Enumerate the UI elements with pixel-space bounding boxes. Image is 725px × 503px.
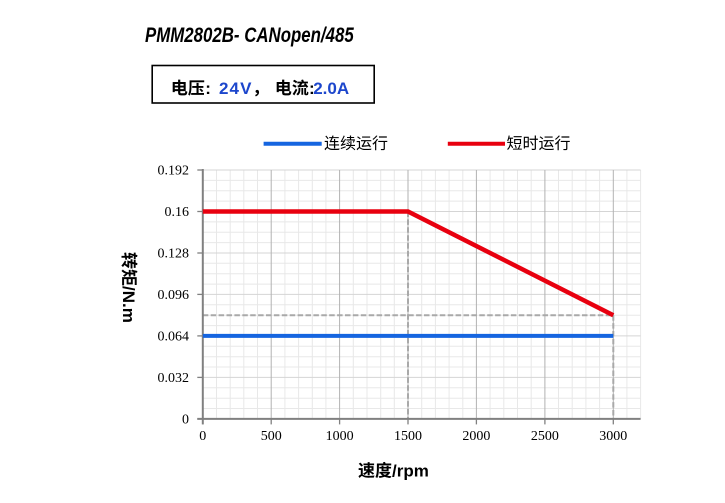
svg-text:24V: 24V — [219, 79, 253, 98]
svg-text:0.192: 0.192 — [158, 164, 190, 179]
svg-text:/rpm: /rpm — [392, 462, 429, 481]
svg-text:0.032: 0.032 — [158, 371, 190, 386]
svg-text:0.064: 0.064 — [158, 330, 190, 345]
svg-text:0: 0 — [199, 429, 206, 444]
svg-text::: : — [205, 79, 211, 98]
svg-text:/N.m: /N.m — [119, 286, 138, 323]
svg-text:1500: 1500 — [394, 429, 422, 444]
svg-text:500: 500 — [261, 429, 282, 444]
svg-text::: : — [309, 79, 315, 98]
svg-text:0.096: 0.096 — [158, 288, 190, 303]
svg-text:0.128: 0.128 — [158, 247, 190, 262]
svg-text:0.16: 0.16 — [165, 205, 190, 220]
svg-text:2500: 2500 — [531, 429, 559, 444]
svg-text:3000: 3000 — [599, 429, 627, 444]
svg-text:0: 0 — [182, 413, 189, 428]
svg-text:1000: 1000 — [326, 429, 354, 444]
svg-text:2000: 2000 — [462, 429, 490, 444]
svg-text:2.0A: 2.0A — [313, 79, 349, 98]
